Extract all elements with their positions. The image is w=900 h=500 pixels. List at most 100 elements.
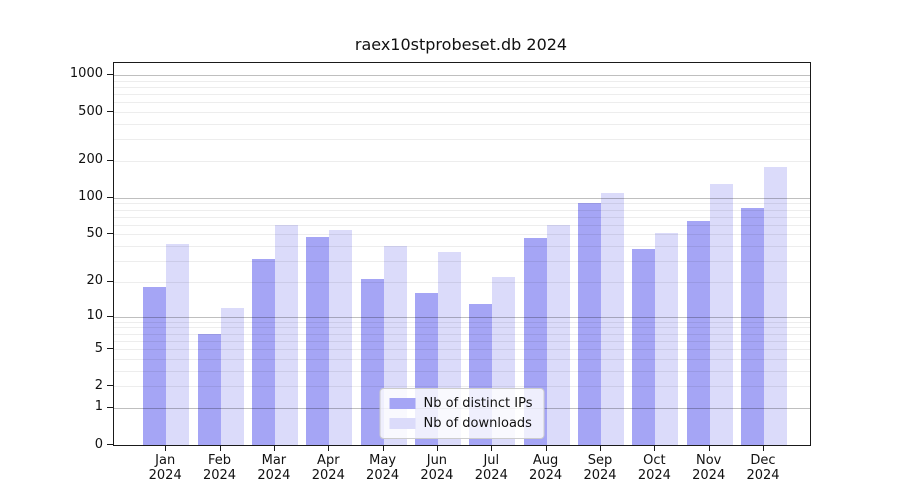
x-tick-aug	[545, 445, 547, 451]
x-tick-mar	[273, 445, 275, 451]
y-tick-label-2: 2	[94, 377, 103, 393]
bar-sep-downloads	[601, 192, 624, 445]
bar-jan-distinct-ips	[143, 287, 167, 445]
bar-feb-distinct-ips	[197, 333, 221, 445]
y-tick-2	[107, 385, 113, 387]
gridline-900	[114, 80, 810, 82]
x-tick-label-dec: Dec 2024	[746, 453, 780, 483]
y-tick-label-5: 5	[94, 340, 103, 356]
y-tick-label-0: 0	[94, 436, 103, 452]
bar-oct-distinct-ips	[632, 248, 656, 445]
x-tick-label-jun: Jun 2024	[420, 453, 454, 483]
legend-swatch-distinct-ips	[389, 398, 416, 409]
x-tick-label-sep: Sep 2024	[583, 453, 617, 483]
y-tick-100	[107, 196, 113, 198]
bar-feb-downloads	[220, 307, 244, 445]
gridline-9	[114, 321, 810, 323]
gridline-800	[114, 86, 810, 88]
y-tick-10	[107, 315, 113, 317]
bar-nov-distinct-ips	[686, 221, 710, 445]
gridline-70	[114, 216, 810, 218]
bar-dec-downloads	[764, 166, 788, 445]
legend-label-downloads: Nb of downloads	[423, 416, 532, 431]
gridline-5	[114, 349, 810, 350]
bar-mar-downloads	[274, 224, 298, 445]
y-tick-label-1: 1	[94, 399, 103, 415]
x-tick-apr	[328, 445, 330, 451]
y-tick-label-100: 100	[78, 189, 103, 205]
gridline-400	[114, 123, 810, 125]
gridline-30	[114, 261, 810, 263]
y-tick-20	[107, 280, 113, 282]
legend-label-distinct-ips: Nb of distinct IPs	[423, 396, 533, 411]
x-tick-label-mar: Mar 2024	[257, 453, 291, 483]
bar-sep-distinct-ips	[578, 203, 601, 445]
y-tick-500	[107, 111, 113, 112]
y-tick-label-10: 10	[86, 308, 103, 324]
plot-area: Nb of distinct IPs Nb of downloads	[113, 62, 811, 446]
gridline-6	[114, 340, 810, 342]
y-tick-5	[107, 348, 113, 349]
x-tick-label-jul: Jul 2024	[474, 453, 508, 483]
x-tick-nov	[708, 445, 710, 451]
gridline-7	[114, 333, 810, 335]
x-tick-label-nov: Nov 2024	[692, 453, 726, 483]
y-tick-label-1000: 1000	[69, 66, 103, 82]
y-tick-1	[107, 406, 113, 408]
bar-oct-downloads	[655, 233, 679, 445]
legend-swatch-downloads	[389, 418, 416, 429]
bar-apr-downloads	[329, 230, 353, 445]
bar-apr-distinct-ips	[306, 236, 330, 445]
y-tick-label-50: 50	[86, 225, 103, 241]
y-tick-200	[107, 159, 113, 161]
gridline-20	[114, 281, 810, 283]
bar-mar-distinct-ips	[251, 259, 275, 445]
y-tick-label-200: 200	[78, 152, 103, 168]
y-tick-label-500: 500	[78, 103, 103, 119]
legend-entry-downloads: Nb of downloads	[389, 416, 533, 431]
x-tick-label-jan: Jan 2024	[148, 453, 182, 483]
y-tick-label-20: 20	[86, 273, 103, 289]
y-tick-50	[107, 233, 113, 235]
gridline-1000	[114, 74, 810, 76]
gridline-3	[114, 370, 810, 372]
gridline-40	[114, 246, 810, 248]
gridline-90	[114, 203, 810, 205]
x-tick-label-feb: Feb 2024	[202, 453, 237, 483]
x-tick-feb	[219, 445, 221, 451]
gridline-700	[114, 94, 810, 95]
bar-dec-distinct-ips	[741, 207, 765, 445]
x-tick-jun	[436, 445, 438, 451]
gridline-50	[114, 234, 810, 236]
y-tick-0	[107, 444, 113, 445]
gridline-60	[114, 224, 810, 226]
gridline-500	[114, 112, 810, 113]
bar-may-distinct-ips	[360, 279, 384, 445]
gridline-10	[114, 316, 810, 318]
gridline-100	[114, 197, 810, 199]
gridline-80	[114, 209, 810, 211]
gridline-600	[114, 102, 810, 104]
x-tick-label-oct: Oct 2024	[637, 453, 671, 483]
x-tick-jul	[491, 445, 493, 451]
x-tick-label-apr: Apr 2024	[311, 453, 345, 483]
bar-jan-downloads	[166, 243, 190, 445]
x-tick-jan	[165, 445, 167, 451]
gridline-300	[114, 139, 810, 141]
gridline-200	[114, 160, 810, 162]
bar-aug-downloads	[546, 224, 570, 445]
x-tick-may	[382, 445, 384, 451]
x-tick-label-aug: Aug 2024	[529, 453, 563, 483]
gridline-4	[114, 358, 810, 360]
x-tick-label-may: May 2024	[366, 453, 400, 483]
x-tick-dec	[763, 445, 764, 451]
gridline-8	[114, 327, 810, 329]
gridline-2	[114, 386, 810, 388]
bar-nov-downloads	[709, 183, 733, 445]
x-tick-oct	[654, 445, 656, 451]
legend-entry-distinct-ips: Nb of distinct IPs	[389, 396, 533, 411]
y-tick-1000	[107, 73, 113, 75]
chart-title: raex10stprobeset.db 2024	[354, 35, 568, 54]
legend: Nb of distinct IPs Nb of downloads	[379, 388, 545, 439]
